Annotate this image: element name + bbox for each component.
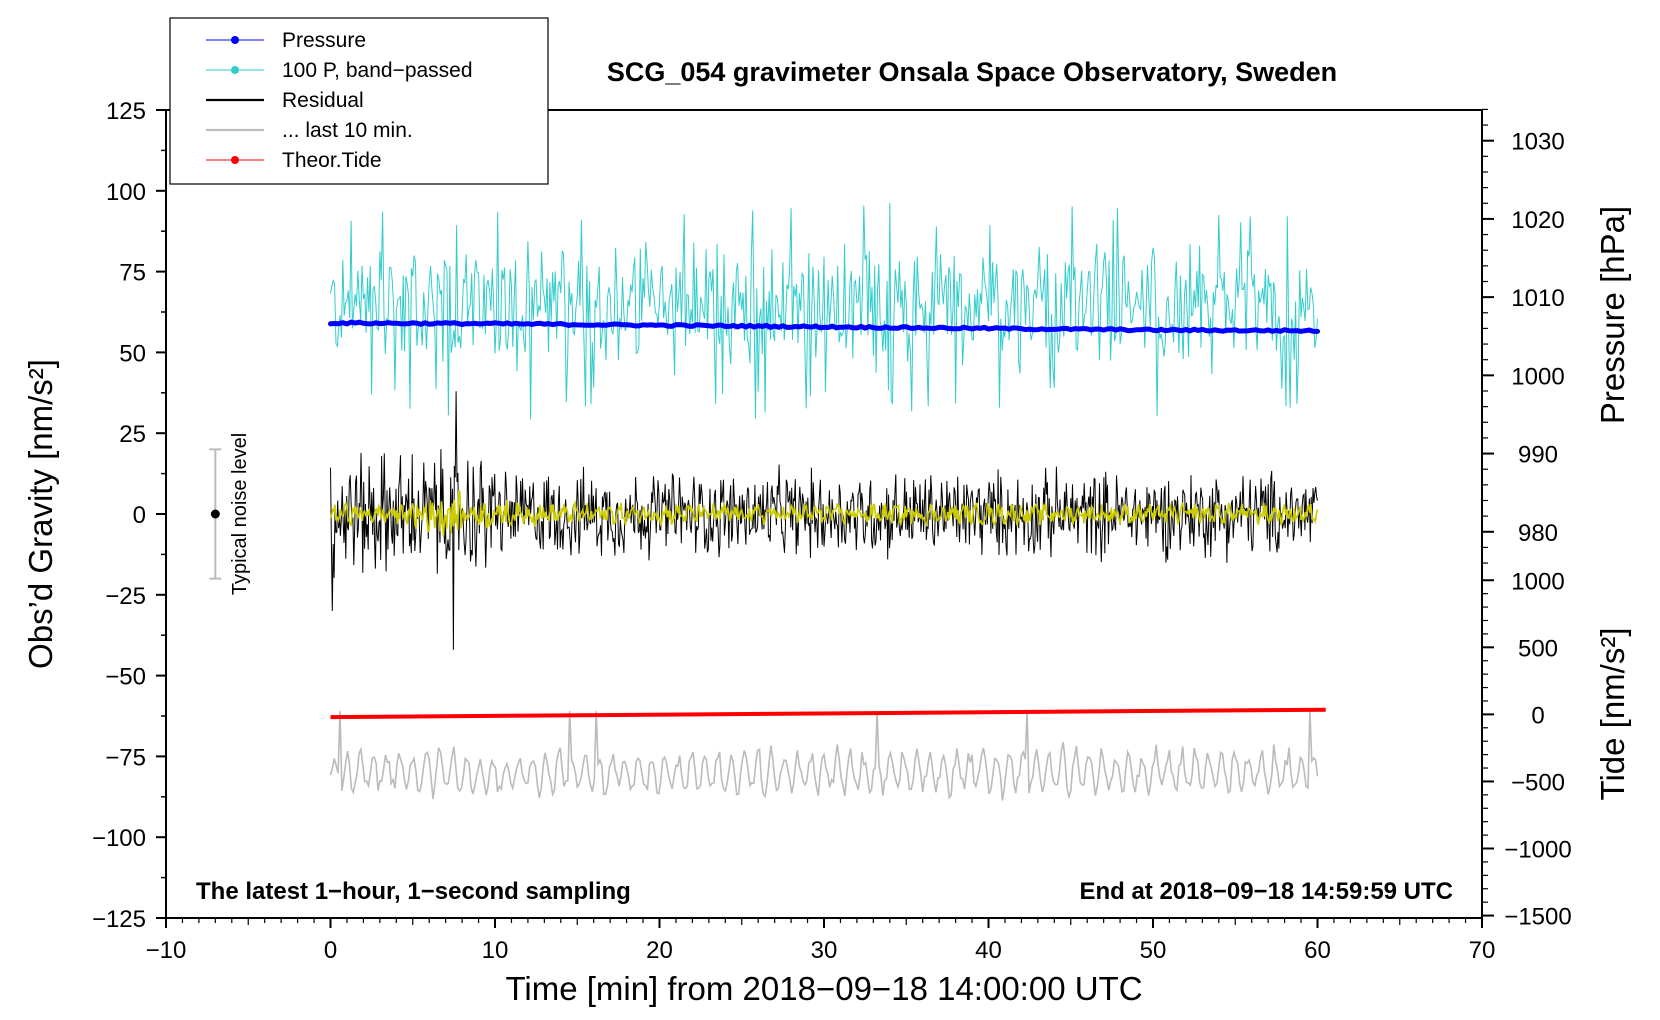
legend-label: ... last 10 min. <box>282 119 413 142</box>
x-tick-label: 60 <box>1304 937 1331 964</box>
legend-label: Theor.Tide <box>282 149 382 172</box>
pressure-tick-label: 980 <box>1518 520 1558 547</box>
y-tick-label: −125 <box>92 906 146 933</box>
y-tick-label: 75 <box>119 260 146 287</box>
legend-item: 100 P, band−passed <box>206 59 473 82</box>
residual-smoothed-line <box>329 490 1319 537</box>
legend-marker <box>231 36 239 44</box>
chart-title: SCG_054 gravimeter Onsala Space Observat… <box>607 57 1337 87</box>
last-10-min-line <box>329 711 1319 801</box>
legend-label: 100 P, band−passed <box>282 59 473 82</box>
pressure-tick-label: 1010 <box>1511 285 1564 312</box>
tide-axis: 1000 500 0 −500 −1000 −1500 <box>1482 568 1572 931</box>
y-tick-label: −25 <box>105 583 146 610</box>
y-tick-label: 125 <box>106 98 146 125</box>
bandpassed-pressure-line <box>330 202 1318 420</box>
y-tick-label: 100 <box>106 179 146 206</box>
pressure-axis-label: Pressure [hPa] <box>1594 206 1631 424</box>
series-layer <box>328 202 1326 801</box>
legend-item: Residual <box>206 89 364 112</box>
pressure-tick-label: 990 <box>1518 442 1558 469</box>
legend-label: Residual <box>282 89 364 112</box>
pressure-line <box>328 319 1320 334</box>
y-tick-label: 0 <box>133 502 146 529</box>
x-tick-label: 50 <box>1140 937 1167 964</box>
legend-item: Theor.Tide <box>206 149 382 172</box>
x-tick-label: 20 <box>646 937 673 964</box>
tide-tick-label: 0 <box>1531 702 1544 729</box>
tide-axis-label: Tide [nm/s²] <box>1594 628 1631 801</box>
tide-tick-label: 1000 <box>1511 568 1564 595</box>
x-tick-label: 40 <box>975 937 1002 964</box>
theoretical-tide-line <box>330 707 1326 720</box>
y-axis-label: Obs’d Gravity [nm/s²] <box>22 359 59 669</box>
pressure-axis: 1030 1020 1010 1000 990 980 <box>1482 108 1565 564</box>
legend: Pressure 100 P, band−passed Residual ... la… <box>169 17 549 185</box>
pressure-tick-label: 1030 <box>1511 129 1564 156</box>
legend-item: Pressure <box>206 29 366 52</box>
x-tick-label: 0 <box>324 937 337 964</box>
noise-indicator <box>209 448 222 580</box>
y-tick-label: 50 <box>119 340 146 367</box>
bottom-axis: −10 0 10 20 30 40 50 60 70 <box>146 918 1496 964</box>
tide-tick-label: 500 <box>1518 635 1558 662</box>
legend-item: ... last 10 min. <box>206 119 413 142</box>
legend-marker <box>231 156 239 164</box>
tide-tick-label: −1500 <box>1504 904 1571 931</box>
y-tick-label: −75 <box>105 744 146 771</box>
x-tick-label: 30 <box>811 937 838 964</box>
pressure-tick-label: 1000 <box>1511 363 1564 390</box>
y-tick-label: −50 <box>105 664 146 691</box>
tide-tick-label: −1000 <box>1504 837 1571 864</box>
y-tick-label: 25 <box>119 421 146 448</box>
legend-items: Pressure 100 P, band−passed Residual ... la… <box>206 29 473 172</box>
x-tick-label: −10 <box>146 937 187 964</box>
y-tick-label: −100 <box>92 825 146 852</box>
x-tick-label: 70 <box>1469 937 1496 964</box>
residual-line <box>330 391 1318 650</box>
legend-marker <box>231 66 239 74</box>
pressure-tick-label: 1020 <box>1511 207 1564 234</box>
noise-bar-center <box>210 509 220 519</box>
tide-tick-label: −500 <box>1511 769 1565 796</box>
end-time-note: End at 2018−09−18 14:59:59 UTC <box>1079 878 1453 905</box>
x-tick-label: 10 <box>482 937 509 964</box>
x-axis-label: Time [min] from 2018−09−18 14:00:00 UTC <box>505 970 1142 1007</box>
left-axis: 125 100 75 50 25 0 −25 −50 −75 −100 −125 <box>92 98 166 933</box>
noise-label: Typical noise level <box>229 433 251 595</box>
sampling-note: The latest 1−hour, 1−second sampling <box>196 878 631 905</box>
legend-label: Pressure <box>282 29 366 52</box>
